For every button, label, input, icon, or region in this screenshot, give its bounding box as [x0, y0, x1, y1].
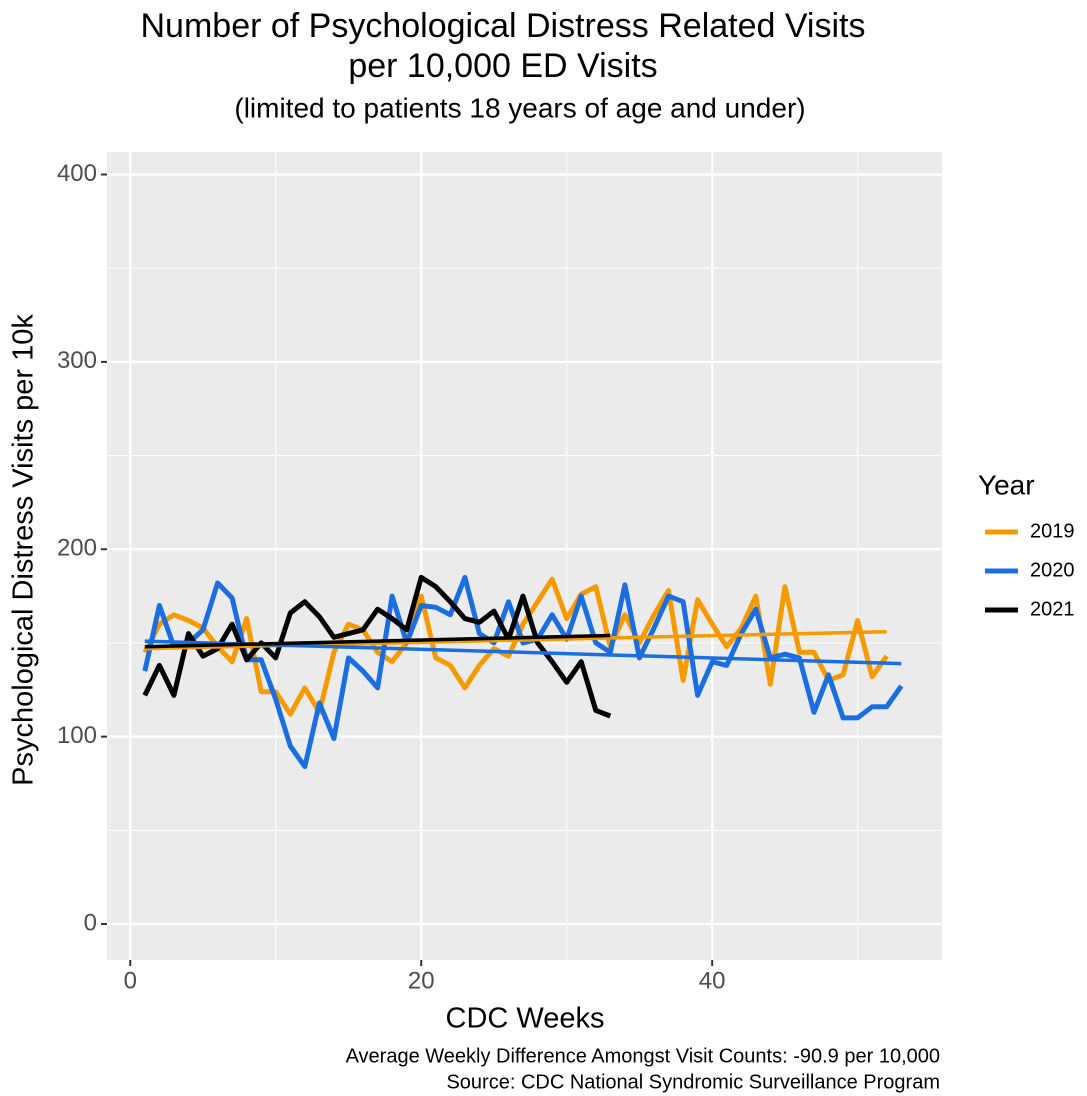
- y-tick-label: 100: [57, 722, 97, 749]
- legend: Year 2019 2020 2021: [978, 469, 1075, 620]
- x-tick-label: 20: [408, 967, 435, 994]
- panel: [107, 152, 942, 960]
- y-tick-label: 300: [57, 347, 97, 374]
- y-axis-label: Psychological Distress Visits per 10k: [8, 314, 40, 786]
- y-tick-label: 0: [84, 909, 97, 936]
- x-tick-label: 40: [699, 967, 726, 994]
- legend-label: 2020: [1030, 559, 1075, 581]
- grid: 0 100 200 300 400 0 20 40: [57, 152, 942, 994]
- chart-subtitle: (limited to patients 18 years of age and…: [234, 92, 805, 123]
- chart-title: Number of Psychological Distress Related…: [141, 7, 866, 45]
- trend-line: [144, 633, 611, 649]
- y-tick-label: 200: [57, 535, 97, 562]
- y-tick-label: 400: [57, 160, 97, 187]
- legend-label: 2021: [1030, 598, 1075, 620]
- x-tick-label: 0: [124, 967, 137, 994]
- chart-title: per 10,000 ED Visits: [348, 47, 657, 85]
- legend-title: Year: [978, 469, 1035, 500]
- x-axis-label: CDC Weeks: [446, 1003, 605, 1035]
- series-line: [142, 574, 904, 770]
- plot-lines: [142, 574, 904, 770]
- series-line: [142, 574, 612, 719]
- caption: Average Weekly Difference Amongst Visit …: [346, 1045, 940, 1067]
- legend-label: 2019: [1030, 520, 1075, 542]
- caption: Source: CDC National Syndromic Surveilla…: [446, 1071, 940, 1093]
